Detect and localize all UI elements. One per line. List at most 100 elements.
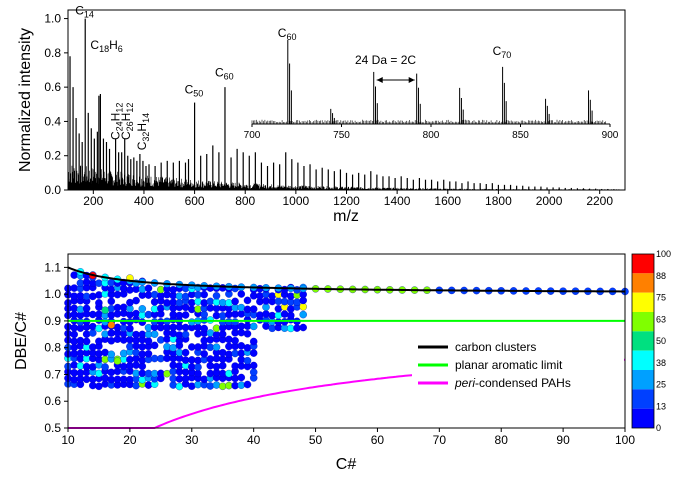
scatter-point bbox=[206, 361, 215, 370]
scatter-point bbox=[126, 355, 134, 364]
spectrum-y-axis-title: Normalized intensity bbox=[17, 28, 34, 172]
inset-tick-label: 800 bbox=[423, 130, 440, 141]
scatter-point bbox=[138, 305, 147, 313]
y-tick-label: 0.5 bbox=[44, 421, 61, 435]
scatter-point bbox=[95, 310, 103, 319]
scatter-point bbox=[107, 368, 116, 377]
label-subscript: 12 bbox=[115, 103, 125, 113]
colorbar-segment bbox=[632, 370, 654, 390]
y-tick-label: 0.6 bbox=[44, 80, 61, 94]
inset-noise bbox=[251, 119, 606, 124]
scatter-point bbox=[287, 292, 295, 300]
peak-label: C14 bbox=[75, 4, 94, 20]
scatter-point bbox=[268, 292, 276, 300]
peak-label: C50 bbox=[185, 82, 204, 98]
scatter-point bbox=[249, 361, 258, 370]
x-tick-label: 200 bbox=[83, 194, 103, 208]
label-subscript: 26 bbox=[125, 121, 135, 131]
x-tick-label: 1600 bbox=[434, 194, 461, 208]
scatter-point bbox=[218, 312, 227, 320]
scatter-point bbox=[194, 363, 202, 371]
scatter-point bbox=[212, 362, 221, 371]
scatter-point bbox=[299, 303, 307, 311]
scatter-point bbox=[249, 368, 258, 376]
label-subscript: 14 bbox=[141, 113, 151, 123]
noise-trace bbox=[67, 165, 620, 190]
scatter-point bbox=[107, 337, 116, 345]
spectrum-baseline-noise bbox=[67, 165, 620, 190]
y-tick-label: 1.0 bbox=[44, 12, 61, 26]
label-base: C bbox=[75, 4, 84, 18]
scatter-point bbox=[70, 304, 78, 313]
scatter-point bbox=[268, 324, 276, 333]
label-subscript: 50 bbox=[193, 88, 203, 98]
y-tick-label: 0.7 bbox=[44, 367, 61, 381]
colorbar: 100 88 75 63 50 38 25 13 0 bbox=[631, 249, 671, 433]
colorbar-frame bbox=[631, 253, 655, 429]
inset-peaks bbox=[251, 40, 606, 124]
scatter-point bbox=[249, 305, 258, 313]
scatter-point bbox=[231, 297, 239, 306]
scatter-point bbox=[225, 335, 233, 344]
y-tick-label: 1.0 bbox=[44, 287, 61, 301]
scatter-point bbox=[194, 369, 202, 378]
label-subscript: 6 bbox=[118, 44, 123, 54]
scatter-point bbox=[169, 286, 177, 294]
scatter-point bbox=[132, 309, 140, 318]
scatter-point bbox=[107, 297, 116, 306]
dbe-scatter-panel: 10 20 30 40 50 60 70 80 90 100 0.5 0.6 0.7 0.8 0.9 1.0… bbox=[13, 249, 671, 473]
scatter-point bbox=[212, 292, 221, 300]
scatter-point bbox=[237, 355, 246, 364]
colorbar-label: 75 bbox=[656, 293, 666, 303]
scatter-point bbox=[70, 337, 78, 346]
scatter-point bbox=[163, 343, 171, 351]
y-tick-label: 0.8 bbox=[44, 46, 61, 60]
scatter-point bbox=[299, 323, 307, 332]
scatter-point bbox=[194, 297, 202, 306]
scatter-point bbox=[237, 373, 246, 382]
label-base: H bbox=[119, 113, 133, 122]
inset-tick-label: 900 bbox=[602, 130, 619, 141]
highlight-point bbox=[113, 357, 122, 365]
label-base: C bbox=[109, 131, 123, 140]
scatter-point bbox=[95, 349, 103, 358]
scatter-point bbox=[157, 336, 165, 344]
x-tick-label: 80 bbox=[495, 433, 509, 447]
scatter-points bbox=[64, 268, 629, 391]
scatter-point bbox=[243, 330, 252, 338]
arrow-head-right bbox=[408, 77, 415, 83]
scatter-point bbox=[169, 381, 177, 389]
scatter-point bbox=[200, 290, 208, 299]
scatter-point bbox=[76, 305, 85, 314]
scatter-point bbox=[113, 335, 122, 343]
legend-label-carbon-clusters: carbon clusters bbox=[455, 340, 536, 354]
scatter-point bbox=[89, 292, 97, 301]
mass-spectrum-panel: 200 400 600 800 1000 1200 1400 1600 1800 2000 2200… bbox=[17, 4, 626, 225]
scatter-point bbox=[150, 298, 159, 306]
label-subscript: 18 bbox=[99, 44, 109, 54]
scatter-point bbox=[150, 330, 159, 338]
colorbar-segment bbox=[632, 331, 654, 351]
y-tick-label: 0.2 bbox=[44, 149, 61, 163]
scatter-point bbox=[169, 361, 177, 369]
scatter-point bbox=[76, 336, 85, 345]
scatter-point bbox=[249, 322, 258, 331]
scatter-point bbox=[82, 304, 91, 313]
scatter-point bbox=[212, 331, 221, 339]
peak-label: C26H12 bbox=[119, 103, 135, 140]
spectrum-peaks bbox=[69, 18, 615, 190]
label-base: C bbox=[135, 141, 149, 150]
arrow-head-left bbox=[376, 77, 383, 83]
label-subscript: 14 bbox=[84, 10, 94, 20]
scatter-point bbox=[212, 343, 221, 351]
peak-label: C18H6 bbox=[90, 38, 122, 54]
scatter-point bbox=[107, 304, 116, 313]
scatter-point bbox=[194, 305, 202, 313]
scatter-point bbox=[101, 374, 109, 382]
scatter-point bbox=[157, 304, 165, 313]
x-tick-label: 30 bbox=[185, 433, 199, 447]
scatter-point bbox=[150, 290, 159, 299]
